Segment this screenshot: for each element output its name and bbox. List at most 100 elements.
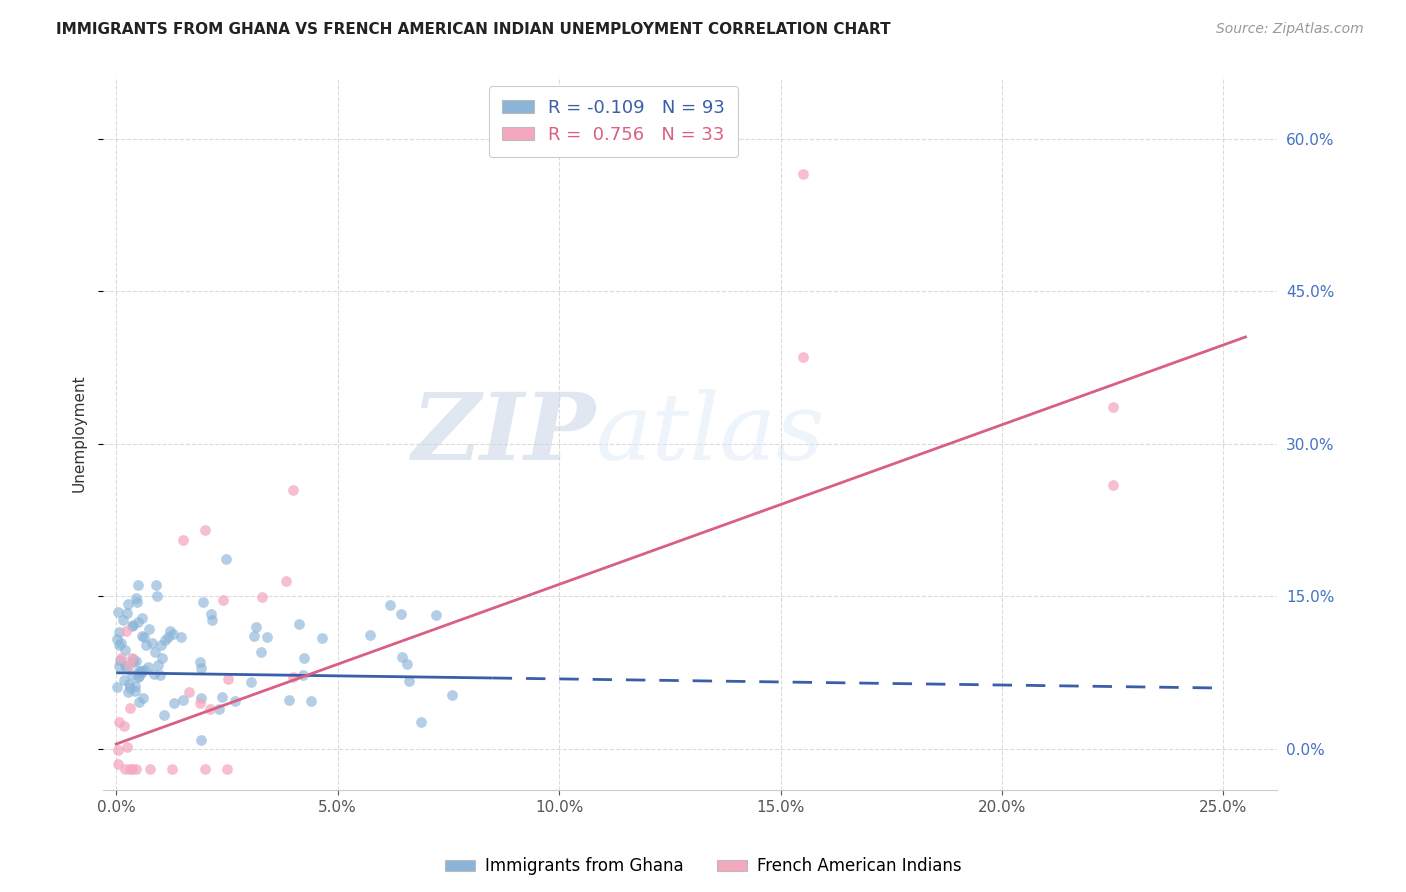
Point	[194, 763, 217, 777]
Point	[117, 606, 139, 620]
Point	[105, 632, 128, 646]
Point	[143, 666, 166, 681]
Point	[155, 633, 177, 648]
Point	[118, 677, 141, 691]
Legend: R = -0.109   N = 93, R =  0.756   N = 33: R = -0.109 N = 93, R = 0.756 N = 33	[489, 87, 738, 157]
Point	[188, 656, 211, 670]
Point	[278, 693, 301, 707]
Point	[121, 763, 143, 777]
Point	[107, 625, 129, 640]
Point	[121, 656, 143, 670]
Point	[245, 620, 267, 634]
Point	[160, 763, 183, 777]
Point	[112, 673, 135, 688]
Point	[188, 696, 211, 710]
Point	[129, 665, 152, 680]
Point	[172, 533, 194, 548]
Legend: Immigrants from Ghana, French American Indians: Immigrants from Ghana, French American I…	[439, 851, 967, 882]
Point	[145, 645, 167, 659]
Point	[135, 639, 157, 653]
Point	[389, 607, 412, 622]
Point	[121, 667, 143, 681]
Point	[107, 605, 129, 619]
Point	[132, 630, 155, 644]
Point	[198, 702, 221, 716]
Point	[128, 668, 150, 682]
Point	[172, 693, 194, 707]
Point	[215, 763, 238, 777]
Point	[134, 663, 156, 677]
Point	[114, 661, 136, 675]
Point	[110, 651, 132, 665]
Point	[112, 719, 135, 733]
Point	[118, 658, 141, 673]
Point	[380, 598, 402, 612]
Point	[124, 679, 146, 693]
Point	[169, 630, 191, 644]
Point	[359, 628, 381, 642]
Point	[127, 670, 149, 684]
Point	[138, 763, 160, 777]
Point	[240, 675, 263, 690]
Text: atlas: atlas	[596, 389, 825, 479]
Point	[127, 615, 149, 630]
Point	[250, 591, 273, 605]
Point	[288, 616, 311, 631]
Point	[256, 630, 278, 644]
Point	[120, 700, 142, 714]
Point	[292, 650, 315, 665]
Point	[138, 622, 160, 636]
Point	[212, 592, 235, 607]
Point	[242, 629, 264, 643]
Point	[283, 670, 305, 684]
Point	[128, 665, 150, 679]
Text: Source: ZipAtlas.com: Source: ZipAtlas.com	[1216, 22, 1364, 37]
Point	[292, 668, 315, 682]
Point	[311, 632, 333, 646]
Point	[200, 607, 222, 621]
Y-axis label: Unemployment: Unemployment	[72, 375, 86, 492]
Point	[396, 657, 419, 671]
Point	[150, 638, 173, 652]
Point	[124, 683, 146, 698]
Point	[411, 715, 433, 730]
Point	[191, 595, 214, 609]
Point	[425, 608, 447, 623]
Point	[149, 668, 172, 682]
Point	[153, 708, 176, 723]
Point	[1101, 401, 1123, 415]
Point	[128, 695, 150, 709]
Point	[145, 578, 167, 592]
Point	[108, 658, 131, 673]
Point	[792, 351, 814, 365]
Point	[125, 595, 148, 609]
Point	[114, 658, 136, 673]
Point	[440, 689, 463, 703]
Text: IMMIGRANTS FROM GHANA VS FRENCH AMERICAN INDIAN UNEMPLOYMENT CORRELATION CHART: IMMIGRANTS FROM GHANA VS FRENCH AMERICAN…	[56, 22, 891, 37]
Point	[208, 702, 231, 716]
Point	[127, 578, 149, 592]
Point	[107, 743, 129, 757]
Point	[792, 167, 814, 181]
Point	[146, 589, 169, 603]
Point	[117, 598, 139, 612]
Point	[107, 715, 129, 730]
Point	[148, 658, 170, 673]
Point	[190, 661, 212, 675]
Point	[131, 690, 153, 705]
Point	[122, 617, 145, 632]
Point	[115, 624, 138, 639]
Point	[398, 674, 420, 689]
Point	[107, 757, 129, 772]
Point	[112, 613, 135, 627]
Point	[177, 685, 200, 699]
Point	[117, 685, 139, 699]
Point	[136, 660, 159, 674]
Point	[108, 652, 131, 666]
Point	[131, 611, 153, 625]
Point	[194, 524, 217, 538]
Point	[190, 691, 212, 706]
Point	[299, 694, 322, 708]
Point	[141, 636, 163, 650]
Point	[115, 740, 138, 755]
